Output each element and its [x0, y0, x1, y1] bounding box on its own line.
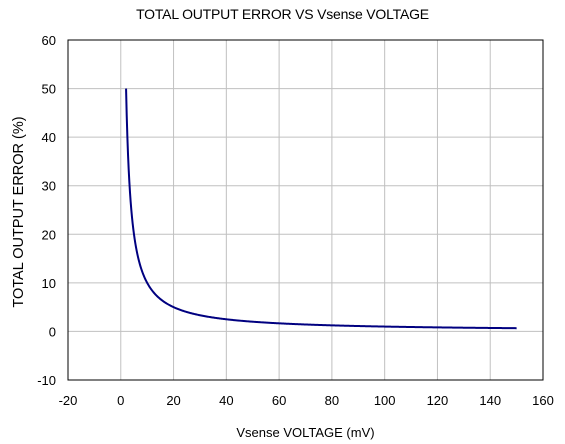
- y-tick-label: 50: [42, 82, 56, 97]
- x-tick-label: 0: [117, 393, 124, 408]
- chart-title: TOTAL OUTPUT ERROR VS Vsense VOLTAGE: [136, 6, 429, 22]
- x-tick-label: 100: [374, 393, 396, 408]
- x-tick-label: 140: [479, 393, 501, 408]
- x-axis-label: Vsense VOLTAGE (mV): [236, 425, 375, 440]
- x-tick-label: 160: [532, 393, 554, 408]
- x-tick-label: 80: [325, 393, 339, 408]
- tick-labels: -20 0 20 40 60 80 100 120 140 160 -10 0 10 20 30 40 50 60: [37, 33, 554, 408]
- y-tick-label: -10: [37, 373, 56, 388]
- y-tick-label: 30: [42, 179, 56, 194]
- y-tick-label: 20: [42, 227, 56, 242]
- x-tick-label: -20: [59, 393, 78, 408]
- grid: [68, 40, 543, 380]
- x-tick-label: 60: [272, 393, 286, 408]
- y-tick-label: 0: [49, 324, 56, 339]
- x-tick-label: 20: [166, 393, 180, 408]
- x-tick-label: 120: [427, 393, 449, 408]
- y-tick-label: 40: [42, 130, 56, 145]
- series-layer: [125, 88, 517, 330]
- x-tick-label: 40: [219, 393, 233, 408]
- y-tick-label: 10: [42, 276, 56, 291]
- plot-area-frame: [67, 39, 544, 381]
- y-tick-label: 60: [42, 33, 56, 48]
- series-line: [125, 88, 517, 330]
